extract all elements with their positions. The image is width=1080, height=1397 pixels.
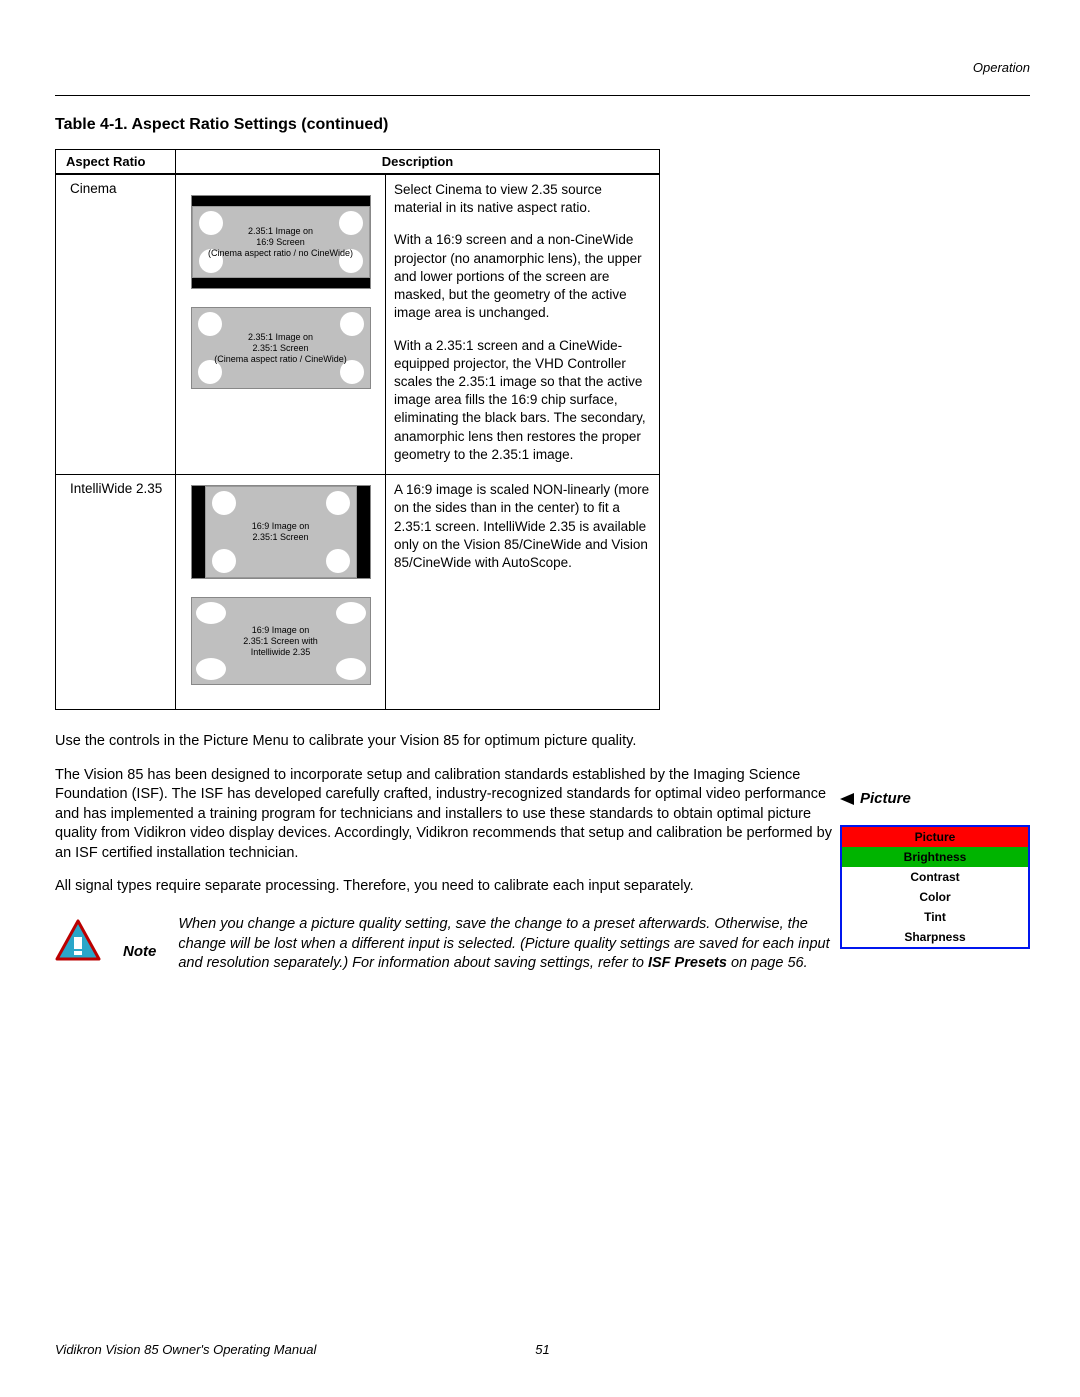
body-paragraph: Use the controls in the Picture Menu to … (55, 732, 840, 752)
cinema-169-screen-diagram: 2.35:1 Image on 16:9 Screen (Cinema aspe… (191, 195, 371, 289)
note-text: When you change a picture quality settin… (178, 915, 840, 974)
body-paragraph: All signal types require separate proces… (55, 877, 840, 897)
picture-section-label: Picture (840, 790, 1030, 807)
desc-paragraph: With a 2.35:1 screen and a CineWide-equi… (394, 337, 651, 465)
table-title: Table 4-1. Aspect Ratio Settings (contin… (55, 116, 1030, 134)
illus-label-line: (Cinema aspect ratio / CineWide) (214, 353, 347, 363)
page-footer: Vidikron Vision 85 Owner's Operating Man… (55, 1342, 1030, 1357)
picture-label-text: Picture (860, 790, 911, 807)
aspect-cell: Cinema (56, 174, 176, 475)
intelliwide-before-diagram: 16:9 Image on 2.35:1 Screen (191, 485, 371, 579)
illus-label-line: 2.35:1 Screen with (243, 636, 318, 646)
desc-paragraph: Select Cinema to view 2.35 source materi… (394, 181, 651, 217)
picture-menu: Picture Brightness Contrast Color Tint S… (840, 825, 1030, 949)
picture-sidebar: Picture Picture Brightness Contrast Colo… (840, 790, 1030, 949)
illus-label-line: 2.35:1 Image on (248, 226, 313, 236)
menu-item: Tint (842, 907, 1028, 927)
illus-label-line: 2.35:1 Image on (248, 332, 313, 342)
menu-item: Contrast (842, 867, 1028, 887)
illus-label-line: 2.35:1 Screen (252, 343, 308, 353)
description-cell: Select Cinema to view 2.35 source materi… (386, 174, 660, 475)
col-header-description: Description (176, 150, 660, 175)
illus-label-line: 16:9 Image on (252, 521, 310, 531)
illustration-cell: 16:9 Image on 2.35:1 Screen 16:9 Image o… (176, 475, 386, 710)
body-paragraph: The Vision 85 has been designed to incor… (55, 766, 840, 864)
note-label: Note (123, 943, 156, 960)
left-arrow-icon (840, 793, 854, 805)
illus-label-line: 2.35:1 Screen (252, 532, 308, 542)
illustration-cell: 2.35:1 Image on 16:9 Screen (Cinema aspe… (176, 174, 386, 475)
warning-icon (55, 919, 101, 964)
cinema-235-screen-diagram: 2.35:1 Image on 2.35:1 Screen (Cinema as… (191, 307, 371, 389)
desc-paragraph: With a 16:9 screen and a non-CineWide pr… (394, 231, 651, 322)
illus-label-line: Intelliwide 2.35 (251, 646, 311, 656)
table-row: IntelliWide 2.35 16:9 Image on 2.35:1 Sc… (56, 475, 660, 710)
table-row: Cinema 2.35:1 Image on 16:9 Screen (Cine… (56, 174, 660, 475)
aspect-ratio-table: Aspect Ratio Description Cinema 2.35:1 I… (55, 149, 660, 710)
menu-title: Picture (842, 827, 1028, 847)
illus-label-line: 16:9 Screen (256, 237, 305, 247)
footer-title: Vidikron Vision 85 Owner's Operating Man… (55, 1342, 316, 1357)
menu-item: Color (842, 887, 1028, 907)
col-header-aspect: Aspect Ratio (56, 150, 176, 175)
note-text-post: on page 56. (727, 955, 808, 971)
intelliwide-after-diagram: 16:9 Image on 2.35:1 Screen with Intelli… (191, 597, 371, 685)
body-text: Use the controls in the Picture Menu to … (55, 732, 840, 897)
top-divider (55, 95, 1030, 96)
menu-item: Sharpness (842, 927, 1028, 947)
note-text-bold: ISF Presets (648, 955, 727, 971)
menu-selected: Brightness (842, 847, 1028, 867)
illus-label-line: (Cinema aspect ratio / no CineWide) (208, 247, 353, 257)
aspect-cell: IntelliWide 2.35 (56, 475, 176, 710)
note-block: Note When you change a picture quality s… (55, 915, 840, 974)
footer-page-number: 51 (535, 1342, 549, 1357)
illus-label-line: 16:9 Image on (252, 625, 310, 635)
desc-paragraph: A 16:9 image is scaled NON-linearly (mor… (394, 481, 651, 572)
description-cell: A 16:9 image is scaled NON-linearly (mor… (386, 475, 660, 710)
header-section: Operation (973, 60, 1030, 75)
